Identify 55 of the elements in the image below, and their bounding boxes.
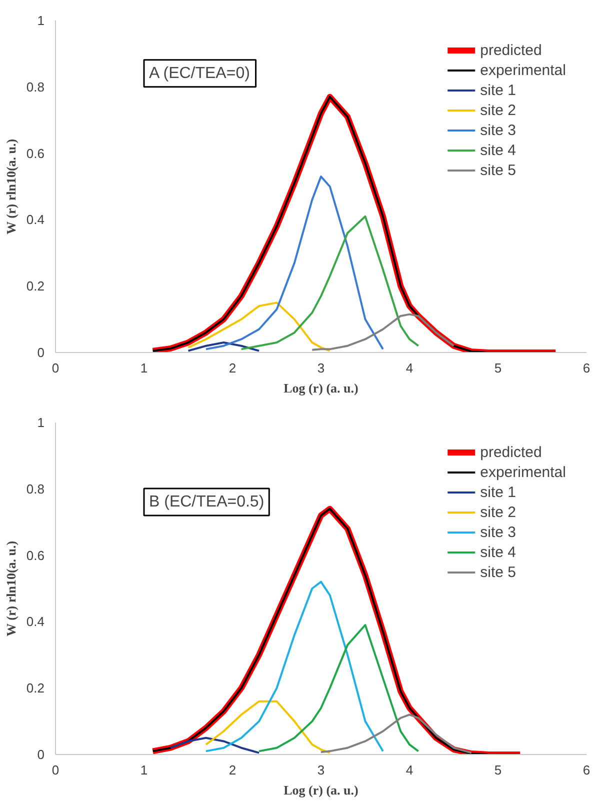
legend-label: predicted <box>480 443 542 461</box>
line-series <box>170 736 260 754</box>
legend-label: site 2 <box>480 503 516 521</box>
legend-label: experimental <box>480 463 566 481</box>
annotation: B (EC/TEA=0.5) <box>149 493 264 510</box>
y-axis-title: W (r) rln10(a. u.) <box>3 540 18 636</box>
x-tick-label: 4 <box>406 762 414 778</box>
legend-label: experimental <box>480 61 566 79</box>
line-series <box>311 313 455 351</box>
x-tick-label: 0 <box>52 762 60 778</box>
line-series <box>204 700 331 754</box>
y-axis-title: W (r) rln10(a. u.) <box>3 138 18 234</box>
legend-label: site 5 <box>480 161 516 179</box>
y-tick-label: 1 <box>37 415 45 430</box>
x-tick-label: 0 <box>52 360 60 376</box>
y-tick-label: 0.6 <box>26 146 45 161</box>
x-axis-title: Log (r) (a. u.) <box>284 782 358 798</box>
y-tick-label: 0.6 <box>26 548 45 563</box>
y-tick-label: 0.4 <box>26 212 45 228</box>
legend-label: site 4 <box>480 141 516 159</box>
legend-label: site 1 <box>480 81 516 99</box>
y-tick-label: 1 <box>37 13 45 28</box>
annotation: A (EC/TEA=0) <box>149 64 250 82</box>
legend-label: site 3 <box>480 523 516 541</box>
x-tick-label: 3 <box>317 360 325 376</box>
y-tick-label: 0 <box>37 747 45 762</box>
legend-label: site 3 <box>480 121 516 139</box>
x-tick-label: 1 <box>140 762 148 778</box>
legend-label: predicted <box>480 41 542 59</box>
x-tick-label: 3 <box>317 762 325 778</box>
line-series <box>320 714 472 754</box>
y-tick-label: 0.2 <box>26 680 45 696</box>
y-tick-label: 0.8 <box>26 481 45 496</box>
line-series <box>240 215 420 350</box>
y-tick-label: 0.2 <box>26 278 45 294</box>
line-series <box>204 580 384 752</box>
legend-label: site 1 <box>480 483 516 501</box>
x-tick-label: 5 <box>494 360 502 376</box>
y-tick-label: 0 <box>37 345 45 360</box>
x-tick-label: 4 <box>406 360 414 376</box>
x-tick-label: 1 <box>140 360 148 376</box>
legend-label: site 5 <box>480 563 516 581</box>
y-tick-label: 0.4 <box>26 614 45 630</box>
x-tick-label: 6 <box>582 762 590 778</box>
legend-label: site 4 <box>480 543 516 561</box>
x-tick-label: 2 <box>228 762 236 778</box>
legend-label: site 2 <box>480 101 516 119</box>
line-series <box>187 302 331 352</box>
x-axis-title: Log (r) (a. u.) <box>284 380 358 396</box>
x-tick-label: 2 <box>228 360 236 376</box>
line-series <box>204 176 384 350</box>
y-tick-label: 0.8 <box>26 79 45 94</box>
x-tick-label: 5 <box>494 762 502 778</box>
line-series <box>258 624 420 752</box>
x-tick-label: 6 <box>582 360 590 376</box>
